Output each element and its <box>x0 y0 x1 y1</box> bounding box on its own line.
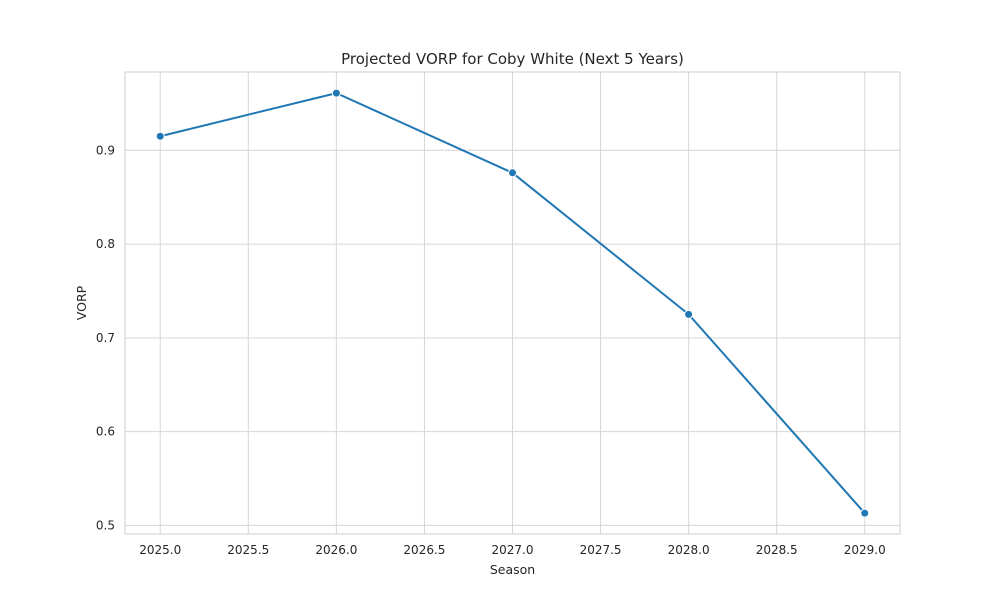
y-tick-label: 0.8 <box>96 237 115 251</box>
data-point <box>684 309 694 319</box>
y-tick-label: 0.7 <box>96 331 115 345</box>
series-group <box>155 88 870 518</box>
chart-title: Projected VORP for Coby White (Next 5 Ye… <box>341 50 684 68</box>
x-tick-label: 2028.5 <box>756 543 798 557</box>
y-tick-label: 0.9 <box>96 143 115 157</box>
grid-lines <box>125 72 900 534</box>
y-axis-ticks: 0.5 0.6 0.7 0.8 0.9 <box>96 143 115 532</box>
data-point <box>860 508 870 518</box>
x-tick-label: 2028.0 <box>668 543 710 557</box>
x-tick-label: 2027.0 <box>492 543 534 557</box>
y-axis-label: VORP <box>74 285 89 320</box>
x-tick-label: 2026.5 <box>403 543 445 557</box>
x-axis-label: Season <box>490 562 535 577</box>
x-tick-label: 2025.5 <box>227 543 269 557</box>
x-tick-label: 2025.0 <box>139 543 181 557</box>
y-tick-label: 0.6 <box>96 425 115 439</box>
y-tick-label: 0.5 <box>96 518 115 532</box>
data-point <box>508 168 517 178</box>
x-tick-label: 2029.0 <box>844 543 886 557</box>
x-tick-label: 2026.0 <box>315 543 357 557</box>
plot-area-frame <box>124 71 901 535</box>
data-point <box>331 88 341 98</box>
data-point <box>155 131 165 141</box>
x-axis-ticks: 2025.0 2025.5 2026.0 2026.5 2027.0 2027.5 2028… <box>139 543 886 557</box>
x-tick-label: 2027.5 <box>580 543 622 557</box>
